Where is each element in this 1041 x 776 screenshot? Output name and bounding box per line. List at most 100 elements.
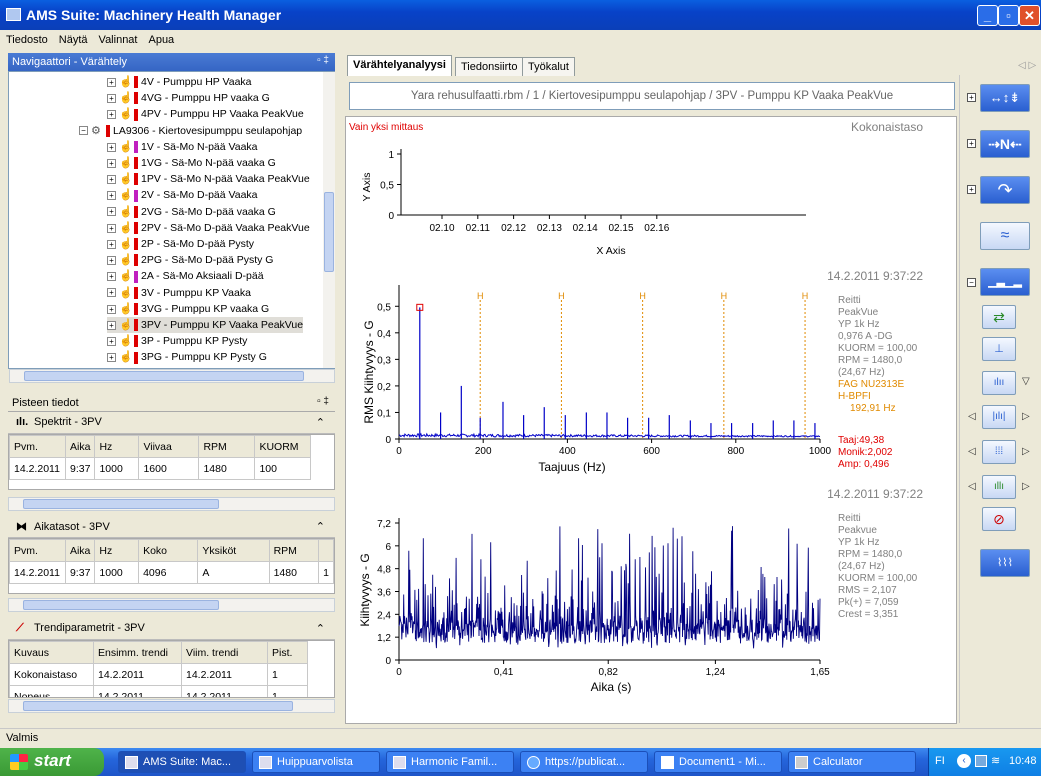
table-cell[interactable]: 1000 — [94, 457, 140, 480]
spectra-scrollbar[interactable] — [8, 497, 335, 511]
expand-icon[interactable]: + — [967, 139, 976, 148]
tab-vibration-analysis[interactable]: Värähtelyanalyysi — [347, 55, 452, 76]
waveforms-scrollbar[interactable] — [8, 598, 335, 612]
expand-icon[interactable]: + — [107, 158, 116, 168]
waveform-view-button[interactable]: ≈ — [980, 222, 1030, 250]
table-cell[interactable]: Nopeus — [9, 685, 94, 697]
table-cell[interactable]: 4096 — [138, 561, 199, 584]
table-cell[interactable]: 1 — [267, 685, 308, 697]
expand-icon[interactable]: + — [107, 223, 116, 233]
table-cell[interactable]: 1 — [318, 561, 334, 584]
minimize-button[interactable]: _ — [977, 5, 998, 26]
compare-button[interactable]: ⇄ — [982, 305, 1016, 329]
tree-node[interactable]: + ☝ 3P - Pumppu KP Pysty — [107, 333, 247, 349]
time-waveform-button[interactable]: ⌇⌇⌇ — [980, 549, 1030, 577]
left-arrow-icon[interactable]: ◁ — [968, 481, 976, 492]
right-arrow-icon[interactable]: ▷ — [1022, 411, 1030, 422]
expand-icon[interactable]: + — [107, 336, 116, 346]
expand-icon[interactable]: + — [107, 77, 116, 87]
task-browser[interactable]: https://publicat... — [520, 751, 648, 773]
tab-data-transfer[interactable]: Tiedonsiirto — [455, 57, 524, 76]
expand-icon[interactable]: + — [107, 320, 116, 330]
table-cell[interactable]: 9:37 — [64, 457, 96, 480]
expand-icon[interactable]: + — [107, 239, 116, 249]
table-cell[interactable]: 14.2.2011 — [181, 685, 268, 697]
tab-scroll-arrows[interactable]: ◁ ▷ — [1018, 60, 1037, 71]
menu-options[interactable]: Valinnat — [98, 34, 138, 46]
column-header[interactable]: Viivaa — [138, 435, 200, 458]
column-header[interactable]: Pvm. — [9, 539, 66, 562]
waveforms-section-header[interactable]: ⧓ Aikatasot - 3PV ⌃ — [8, 516, 335, 538]
expand-icon[interactable]: + — [967, 185, 976, 194]
scroll-thumb[interactable] — [23, 600, 219, 610]
tree-node[interactable]: + ☝ 4PV - Pumppu HP Vaaka PeakVue — [107, 106, 304, 122]
scroll-thumb[interactable] — [23, 701, 293, 711]
tree-node[interactable]: + ☝ 1PV - Sä-Mo N-pää Vaaka PeakVue — [107, 171, 310, 187]
table-cell[interactable]: 14.2.2011 — [9, 561, 66, 584]
expand-icon[interactable]: + — [107, 288, 116, 298]
tree-node[interactable]: + ☝ 3PV - Pumppu KP Vaaka PeakVue — [107, 317, 304, 333]
tree-vertical-scrollbar[interactable] — [323, 72, 335, 368]
column-header[interactable]: RPM — [268, 539, 320, 562]
tray-expand-icon[interactable]: ‹ — [957, 754, 971, 768]
left-arrow-icon[interactable]: ◁ — [968, 411, 976, 422]
table-cell[interactable]: A — [197, 561, 270, 584]
navigator-tree[interactable]: + ☝ 4V - Pumppu HP Vaaka + ☝ 4VG - Pumppu HP … — [8, 71, 335, 369]
table-cell[interactable]: 1600 — [138, 457, 200, 480]
tree-node[interactable]: + ☝ 3V - Pumppu KP Vaaka — [107, 285, 251, 301]
tree-node[interactable]: − ⚙ LA9306 - Kiertovesipumppu seulapohjap — [79, 123, 302, 139]
tree-node[interactable]: + ☝ 3PG - Pumppu KP Pysty G — [107, 349, 267, 365]
expand-icon[interactable]: + — [107, 174, 116, 184]
tree-node[interactable]: + ☝ 2PV - Sä-Mo D-pää Vaaka PeakVue — [107, 220, 310, 236]
tree-node[interactable]: + ☝ 2P - Sä-Mo D-pää Pysty — [107, 236, 254, 252]
peak-button[interactable]: ⊥ — [982, 337, 1016, 361]
right-arrow-icon[interactable]: ▷ — [1022, 481, 1030, 492]
expand-icon[interactable]: + — [107, 353, 116, 363]
fault-frequency-button[interactable]: ıllı — [982, 475, 1016, 499]
column-header[interactable]: Hz — [94, 539, 140, 562]
waveform-plot[interactable]: 0 1,2 2,4 3,6 4,8 6 7,2 0 0,41 0,82 1,24 1,65 — [377, 518, 830, 678]
harmonic-button[interactable]: ılıı — [982, 371, 1016, 395]
column-header[interactable]: Hz — [94, 435, 140, 458]
table-cell[interactable]: 100 — [254, 457, 312, 480]
scroll-thumb[interactable] — [23, 499, 219, 509]
menu-help[interactable]: Apua — [148, 34, 175, 46]
collapse-icon[interactable]: − — [79, 126, 88, 136]
task-document[interactable]: Document1 - Mi... — [654, 751, 782, 773]
network-icon[interactable] — [975, 755, 987, 767]
expand-icon[interactable]: + — [107, 255, 116, 265]
left-arrow-icon[interactable]: ◁ — [968, 446, 976, 457]
column-header[interactable]: Kuvaus — [9, 641, 94, 664]
tree-node[interactable]: + ☝ 2A - Sä-Mo Aksiaali D-pää — [107, 268, 264, 284]
tab-tools[interactable]: Työkalut — [522, 57, 575, 76]
tree-node[interactable]: + ☝ 3VG - Pumppu KP vaaka G — [107, 301, 269, 317]
table-cell[interactable]: 9:37 — [64, 561, 96, 584]
column-header[interactable]: Viim. trendi — [181, 641, 268, 664]
table-cell[interactable]: 1 — [267, 663, 308, 686]
table-cell[interactable]: 14.2.2011 — [9, 457, 66, 480]
spectrum-view-button[interactable]: ▁▃▁▂ — [980, 268, 1030, 296]
tree-node[interactable]: + ☝ 2V - Sä-Mo D-pää Vaaka — [107, 187, 258, 203]
tree-node[interactable]: + ☝ 4V - Pumppu HP Vaaka — [107, 74, 252, 90]
collapse-icon[interactable]: ⌃ — [315, 623, 325, 635]
pin-icon[interactable]: ▫ ‡ — [317, 396, 329, 407]
close-button[interactable]: ✕ — [1019, 5, 1040, 26]
language-indicator[interactable]: FI — [935, 755, 945, 767]
expand-icon[interactable]: + — [107, 110, 116, 120]
menu-file[interactable]: Tiedosto — [6, 34, 48, 46]
pin-icon[interactable]: ▫ ‡ — [317, 55, 329, 66]
cursor-button[interactable]: ⇢N⇠ — [980, 130, 1030, 158]
refresh-button[interactable]: ↷ — [980, 176, 1030, 204]
band-button[interactable]: ⁞⁞⁞ — [982, 440, 1016, 464]
column-header[interactable]: RPM — [198, 435, 256, 458]
sideband-button[interactable]: |ılı| — [982, 405, 1016, 429]
table-cell[interactable]: 1480 — [268, 561, 320, 584]
task-harmonic-family[interactable]: Harmonic Famil... — [386, 751, 514, 773]
task-huippuarvolista[interactable]: Huippuarvolista — [252, 751, 380, 773]
expand-icon[interactable]: + — [107, 191, 116, 201]
column-header[interactable]: Pist. — [267, 641, 308, 664]
start-button[interactable]: start — [0, 748, 104, 776]
column-header[interactable]: Yksiköt — [197, 539, 270, 562]
tree-horizontal-scrollbar[interactable] — [9, 369, 335, 383]
task-calculator[interactable]: Calculator — [788, 751, 916, 773]
